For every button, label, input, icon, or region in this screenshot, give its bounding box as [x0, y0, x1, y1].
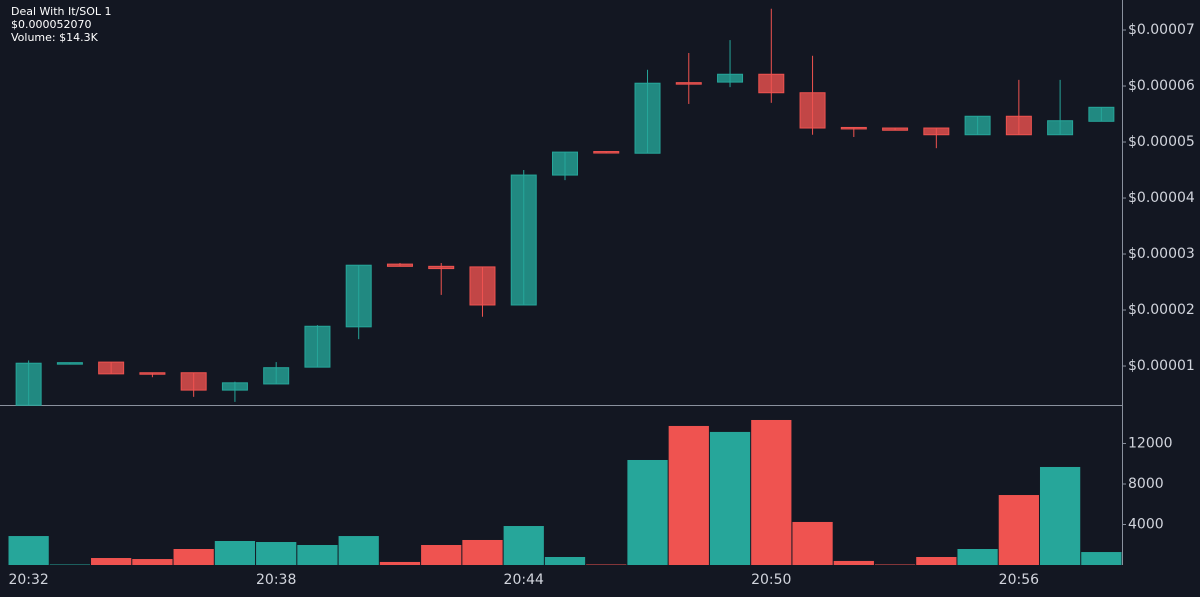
x-tick-label: 20:32	[8, 572, 48, 588]
volume-tick-label: 8000	[1128, 476, 1164, 492]
x-tick-label: 20:38	[256, 572, 296, 588]
volume-tick-label: 12000	[1128, 435, 1173, 451]
volume-bar	[379, 561, 421, 565]
volume-bar	[586, 564, 627, 565]
volume-bar	[627, 459, 668, 565]
price-label: $0.000052070	[11, 18, 91, 31]
chart-title: Deal With It/SOL 1	[11, 5, 112, 18]
volume-bar	[214, 541, 256, 565]
candle-body	[882, 127, 909, 131]
volume-bar	[132, 559, 173, 565]
volume-bar	[338, 536, 379, 565]
y-tick-label: $0.00002	[1128, 302, 1195, 318]
volume-bar	[256, 542, 297, 565]
volume-bar	[1081, 552, 1122, 565]
candle-body	[428, 265, 455, 270]
volume-bar	[874, 564, 916, 565]
y-tick-label: $0.00005	[1128, 134, 1195, 150]
volume-bar	[668, 425, 709, 565]
candle-body	[717, 73, 744, 83]
candle-body	[675, 82, 702, 85]
candle-body	[1047, 120, 1074, 136]
volume-bar	[751, 419, 792, 565]
candle-body	[758, 73, 785, 94]
x-tick-label: 20:44	[504, 572, 544, 588]
candle-body	[510, 174, 537, 306]
candle-body	[552, 151, 578, 176]
candle-body	[98, 361, 125, 375]
volume-bar	[792, 521, 833, 565]
candle-body	[840, 126, 867, 130]
candle-body	[345, 264, 372, 328]
candle-body	[139, 372, 166, 375]
y-tick-label: $0.00006	[1128, 78, 1195, 94]
candle-body	[180, 372, 207, 391]
volume-bar	[1039, 466, 1081, 565]
candle-body	[386, 263, 413, 267]
candle-body	[1005, 115, 1032, 136]
volume-label: Volume: $14.3K	[11, 31, 99, 44]
volume-bar	[957, 549, 998, 565]
y-tick-label: $0.00007	[1128, 22, 1195, 38]
candle-body	[221, 382, 248, 391]
volume-bar	[8, 536, 49, 565]
candle-body	[1088, 106, 1115, 122]
volume-bar	[916, 557, 957, 565]
volume-bar	[998, 495, 1039, 565]
candle-body	[799, 92, 826, 129]
candle-body	[469, 266, 496, 306]
candle-body	[634, 82, 661, 154]
volume-bar	[173, 549, 214, 565]
candle-body	[304, 325, 331, 368]
y-tick-label: $0.00001	[1128, 358, 1195, 374]
volume-bar	[91, 558, 132, 565]
candle-body	[263, 367, 290, 385]
volume-bar	[49, 564, 91, 565]
candle-body	[964, 115, 991, 136]
candle-body	[15, 362, 42, 406]
x-tick-label: 20:50	[751, 572, 791, 588]
volume-bar	[544, 557, 586, 565]
candle-body	[56, 362, 83, 365]
volume-bar	[297, 545, 338, 565]
y-tick-label: $0.00004	[1128, 190, 1195, 206]
candle-body	[923, 127, 950, 136]
volume-bar	[462, 539, 503, 565]
volume-bar	[503, 526, 544, 565]
candle-body	[593, 151, 620, 154]
volume-bar	[709, 431, 751, 565]
volume-tick-label: 4000	[1128, 516, 1164, 532]
x-tick-label: 20:56	[999, 572, 1039, 588]
volume-bar	[833, 560, 874, 565]
volume-bar	[421, 545, 462, 565]
y-tick-label: $0.00003	[1128, 246, 1195, 262]
